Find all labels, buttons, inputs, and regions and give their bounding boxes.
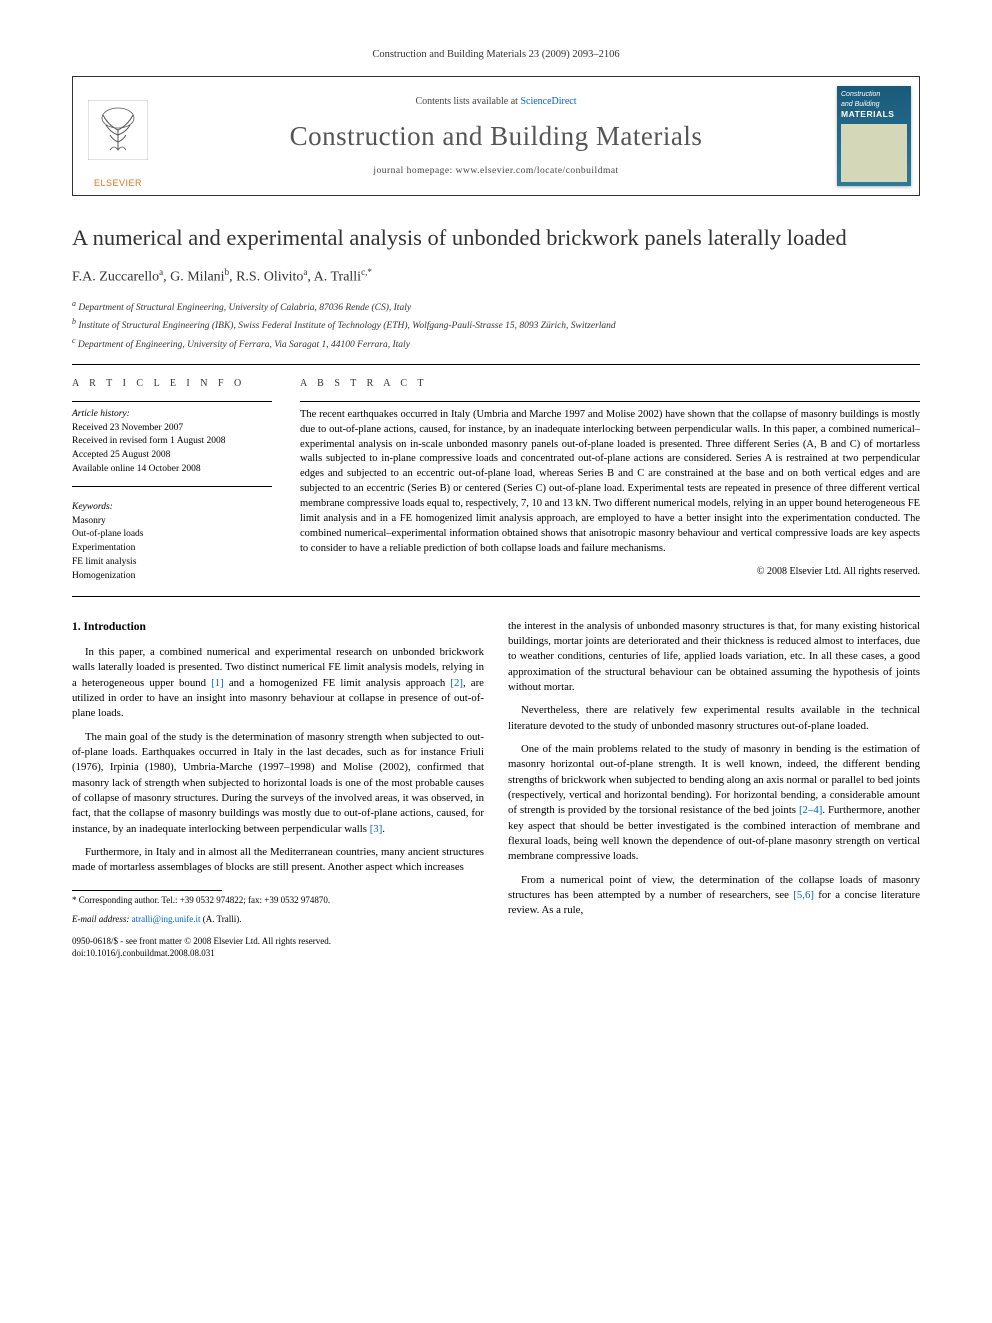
affiliations: a Department of Structural Engineering, …	[72, 298, 920, 352]
author-affil-sup: c,*	[361, 267, 372, 277]
body-paragraph: One of the main problems related to the …	[508, 742, 920, 865]
affiliation-text: Department of Engineering, University of…	[78, 340, 410, 350]
email-label: E-mail address:	[72, 914, 129, 924]
history-line: Available online 14 October 2008	[72, 463, 272, 476]
publisher-logo: ELSEVIER	[73, 77, 163, 195]
body-paragraph: The main goal of the study is the determ…	[72, 730, 484, 837]
abstract-heading: A B S T R A C T	[300, 377, 920, 391]
publisher-name: ELSEVIER	[94, 177, 142, 189]
elsevier-tree-icon	[83, 83, 153, 177]
citation-link[interactable]: [2]	[450, 677, 463, 689]
affiliation-text: Department of Structural Engineering, Un…	[78, 303, 411, 313]
body-paragraph: the interest in the analysis of unbonded…	[508, 619, 920, 696]
email-line: E-mail address: atralli@ing.unife.it (A.…	[72, 914, 484, 926]
section-heading: 1. Introduction	[72, 619, 484, 635]
keyword: Homogenization	[72, 570, 272, 583]
contents-prefix: Contents lists available at	[415, 96, 520, 107]
cover-line2: and Building	[841, 100, 907, 109]
journal-title: Construction and Building Materials	[290, 118, 703, 154]
sciencedirect-link[interactable]: ScienceDirect	[520, 96, 576, 107]
cover-image: Construction and Building MATERIALS	[837, 86, 911, 186]
history-line: Received in revised form 1 August 2008	[72, 435, 272, 448]
footnote-separator	[72, 890, 222, 891]
author: F.A. Zuccarello	[72, 270, 159, 285]
cover-line1: Construction	[841, 90, 907, 99]
authors-line: F.A. Zuccarelloa, G. Milanib, R.S. Olivi…	[72, 266, 920, 288]
keyword: Masonry	[72, 515, 272, 528]
divider	[72, 401, 272, 402]
keyword: Out-of-plane loads	[72, 528, 272, 541]
publication-footer: 0950-0618/$ - see front matter © 2008 El…	[72, 936, 484, 959]
citation-link[interactable]: [5,6]	[793, 889, 814, 901]
article-history-heading: Article history:	[72, 408, 272, 421]
abstract-copyright: © 2008 Elsevier Ltd. All rights reserved…	[300, 565, 920, 579]
journal-reference: Construction and Building Materials 23 (…	[72, 48, 920, 62]
email-link[interactable]: atralli@ing.unife.it	[132, 914, 201, 924]
affiliation-text: Institute of Structural Engineering (IBK…	[78, 321, 615, 331]
affiliation: c Department of Engineering, University …	[72, 335, 920, 352]
body-paragraph: From a numerical point of view, the dete…	[508, 873, 920, 919]
author-affil-sup: a	[303, 267, 307, 277]
journal-cover-thumb: Construction and Building MATERIALS	[829, 77, 919, 195]
body-paragraph: Nevertheless, there are relatively few e…	[508, 703, 920, 734]
keywords-heading: Keywords:	[72, 501, 272, 514]
body-paragraph: Furthermore, in Italy and in almost all …	[72, 845, 484, 876]
email-suffix: (A. Tralli).	[203, 914, 242, 924]
affiliation: a Department of Structural Engineering, …	[72, 298, 920, 315]
cover-line3: MATERIALS	[841, 109, 907, 120]
article-title: A numerical and experimental analysis of…	[72, 224, 920, 252]
contents-available-line: Contents lists available at ScienceDirec…	[415, 95, 576, 109]
history-line: Accepted 25 August 2008	[72, 449, 272, 462]
citation-link[interactable]: [3]	[370, 823, 383, 835]
article-info: A R T I C L E I N F O Article history: R…	[72, 377, 272, 583]
citation-link[interactable]: [2–4]	[799, 804, 822, 816]
cover-body	[841, 124, 907, 183]
author: A. Tralli	[314, 270, 361, 285]
corresponding-author-note: * Corresponding author. Tel.: +39 0532 9…	[72, 895, 484, 907]
divider	[300, 401, 920, 402]
divider	[72, 486, 272, 487]
citation-link[interactable]: [1]	[211, 677, 224, 689]
journal-header: ELSEVIER Contents lists available at Sci…	[72, 76, 920, 196]
article-body: 1. Introduction In this paper, a combine…	[72, 619, 920, 960]
author-affil-sup: a	[159, 267, 163, 277]
history-line: Received 23 November 2007	[72, 422, 272, 435]
affiliation: b Institute of Structural Engineering (I…	[72, 316, 920, 333]
divider	[72, 364, 920, 365]
keyword: Experimentation	[72, 542, 272, 555]
journal-homepage: journal homepage: www.elsevier.com/locat…	[373, 165, 618, 178]
abstract: A B S T R A C T The recent earthquakes o…	[300, 377, 920, 583]
article-info-heading: A R T I C L E I N F O	[72, 377, 272, 391]
doi-line: doi:10.1016/j.conbuildmat.2008.08.031	[72, 948, 484, 960]
author-affil-sup: b	[225, 267, 230, 277]
body-paragraph: In this paper, a combined numerical and …	[72, 645, 484, 722]
divider	[72, 596, 920, 597]
abstract-text: The recent earthquakes occurred in Italy…	[300, 408, 920, 557]
header-center: Contents lists available at ScienceDirec…	[163, 77, 829, 195]
author: G. Milani	[170, 270, 224, 285]
front-matter-line: 0950-0618/$ - see front matter © 2008 El…	[72, 936, 484, 948]
author: R.S. Olivito	[236, 270, 303, 285]
info-abstract-row: A R T I C L E I N F O Article history: R…	[72, 377, 920, 583]
keyword: FE limit analysis	[72, 556, 272, 569]
